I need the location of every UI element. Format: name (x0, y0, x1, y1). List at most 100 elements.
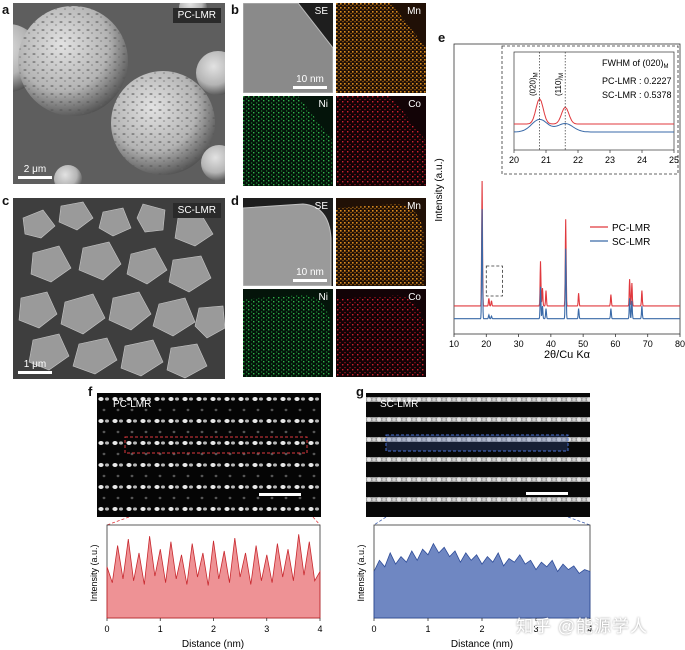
x-tick-label: 0 (104, 624, 109, 634)
x-axis-label: 2θ/Cu Kα (544, 349, 591, 361)
inset-line-pc (514, 97, 674, 125)
scale-bar: 10 nm (293, 267, 327, 282)
eds-se-sc: SE 10 nm (243, 198, 333, 286)
panel-label-f: f (88, 384, 93, 399)
xrd-chart: 10 20 30 40 50 60 70 80 2θ/Cu Kα Intensity (a.u… (434, 43, 685, 361)
scale-bar-line (18, 371, 52, 374)
sample-tag: SC-LMR (380, 399, 419, 410)
sem-image-pc-lmr: PC-LMR 2 μm (13, 3, 225, 184)
scale-label: 2 μm (23, 164, 47, 175)
scale-bar: 2 μm (18, 164, 52, 179)
x-tick-group: 0 1 2 3 4 (371, 618, 593, 634)
scale-label: 1 μm (23, 359, 47, 370)
x-tick-label: 2 (479, 624, 484, 634)
callout-left (373, 517, 387, 526)
map-label-se: SE (314, 201, 328, 212)
panel-label-a: a (2, 2, 10, 17)
x-tick-group: 10 20 30 40 50 60 70 80 (449, 334, 685, 349)
scale-label: 10 nm (296, 74, 324, 85)
sample-tag: PC-LMR (172, 8, 221, 23)
eds-mn-pc: Mn (336, 3, 426, 93)
co-map (336, 96, 426, 186)
se-particle (243, 3, 333, 93)
map-label-se: SE (314, 6, 328, 17)
scale-bar-line (18, 176, 52, 179)
x-tick-label: 3 (264, 624, 269, 634)
line-profile-chart-pc: 0 1 2 3 4 Distance (nm) Intensity (a.u.) (89, 517, 323, 650)
haadf-image-sc: SC-LMR (366, 393, 590, 517)
x-tick-label: 20 (481, 339, 491, 349)
x-tick-label: 4 (587, 624, 592, 634)
inset-x-tick-label: 25 (669, 155, 679, 165)
x-tick-label: 1 (158, 624, 163, 634)
inset-x-tick-label: 20 (509, 155, 519, 165)
inset-series-group (514, 97, 674, 133)
x-tick-label: 60 (610, 339, 620, 349)
callout-right (312, 517, 321, 526)
legend-pc: PC-LMR (612, 223, 650, 234)
eds-ni-pc: Ni (243, 96, 333, 186)
map-label-co: Co (408, 99, 421, 110)
line-profile-chart-sc: 0 1 2 3 4 Distance (nm) Intensity (a.u.) (356, 517, 593, 650)
inset-line-sc (514, 118, 674, 133)
panel-label-b: b (231, 2, 239, 17)
plot-frame (453, 43, 681, 335)
mn-map (336, 3, 426, 93)
sem-particles-pc (13, 3, 225, 184)
y-axis-label: Intensity (a.u.) (434, 158, 445, 221)
ni-map (243, 96, 333, 186)
eds-co-pc: Co (336, 96, 426, 186)
inset-frame (501, 45, 679, 175)
scale-label: 10 nm (296, 267, 324, 278)
x-tick-label: 3 (533, 624, 538, 634)
x-tick-group: 0 1 2 3 4 (104, 618, 323, 634)
callout-right (567, 517, 591, 526)
x-axis-label: Distance (nm) (182, 639, 244, 650)
profile-area (373, 542, 591, 619)
map-label-ni: Ni (318, 292, 328, 303)
eds-ni-sc: Ni (243, 289, 333, 377)
panel-label-g: g (356, 384, 364, 399)
panel-label-c: c (2, 193, 10, 208)
x-tick-label: 80 (675, 339, 685, 349)
inset-x-tick-label: 22 (573, 155, 583, 165)
x-tick-label: 4 (317, 624, 322, 634)
y-axis-label: Intensity (a.u.) (356, 544, 366, 601)
map-label-ni: Ni (318, 99, 328, 110)
sem-image-sc-lmr: SC-LMR 1 μm (13, 198, 225, 379)
inset-x-tick-label: 21 (541, 155, 551, 165)
co-map (336, 295, 424, 377)
map-label-mn: Mn (407, 201, 421, 212)
callout-left (106, 517, 130, 526)
x-axis-label: Distance (nm) (451, 639, 513, 650)
map-label-mn: Mn (407, 6, 421, 17)
scale-bar: 1 μm (18, 359, 52, 374)
x-tick-label: 10 (449, 339, 459, 349)
map-label-co: Co (408, 292, 421, 303)
eds-mn-sc: Mn (336, 198, 426, 286)
x-tick-label: 50 (578, 339, 588, 349)
watermark: 知乎 @能源学人 (516, 617, 648, 636)
inset-x-tick-label: 23 (605, 155, 615, 165)
profile-area (106, 534, 321, 619)
xrd-line-sc (454, 209, 680, 320)
inset-plot-frame (513, 51, 675, 151)
sem-particles-sc (13, 198, 225, 379)
inset-fwhm-sc: SC-LMR : 0.5378 (602, 90, 672, 100)
x-tick-label: 1 (425, 624, 430, 634)
sample-tag: SC-LMR (172, 203, 221, 218)
scale-bar: 10 nm (293, 74, 327, 89)
y-axis-label: Intensity (a.u.) (89, 544, 99, 601)
legend-sc: SC-LMR (612, 237, 650, 248)
scale-bar-line (293, 86, 327, 89)
inset-peak-label-020: (020)M (529, 72, 540, 96)
sample-tag: PC-LMR (113, 399, 152, 410)
x-tick-label: 70 (643, 339, 653, 349)
se-particle (243, 203, 332, 286)
x-tick-label: 2 (211, 624, 216, 634)
zoom-region-box (485, 265, 503, 297)
haadf-image-pc: PC-LMR (97, 393, 321, 517)
atomic-lattice-pc (97, 393, 321, 517)
panel-label-d: d (231, 193, 239, 208)
x-tick-label: 40 (546, 339, 556, 349)
